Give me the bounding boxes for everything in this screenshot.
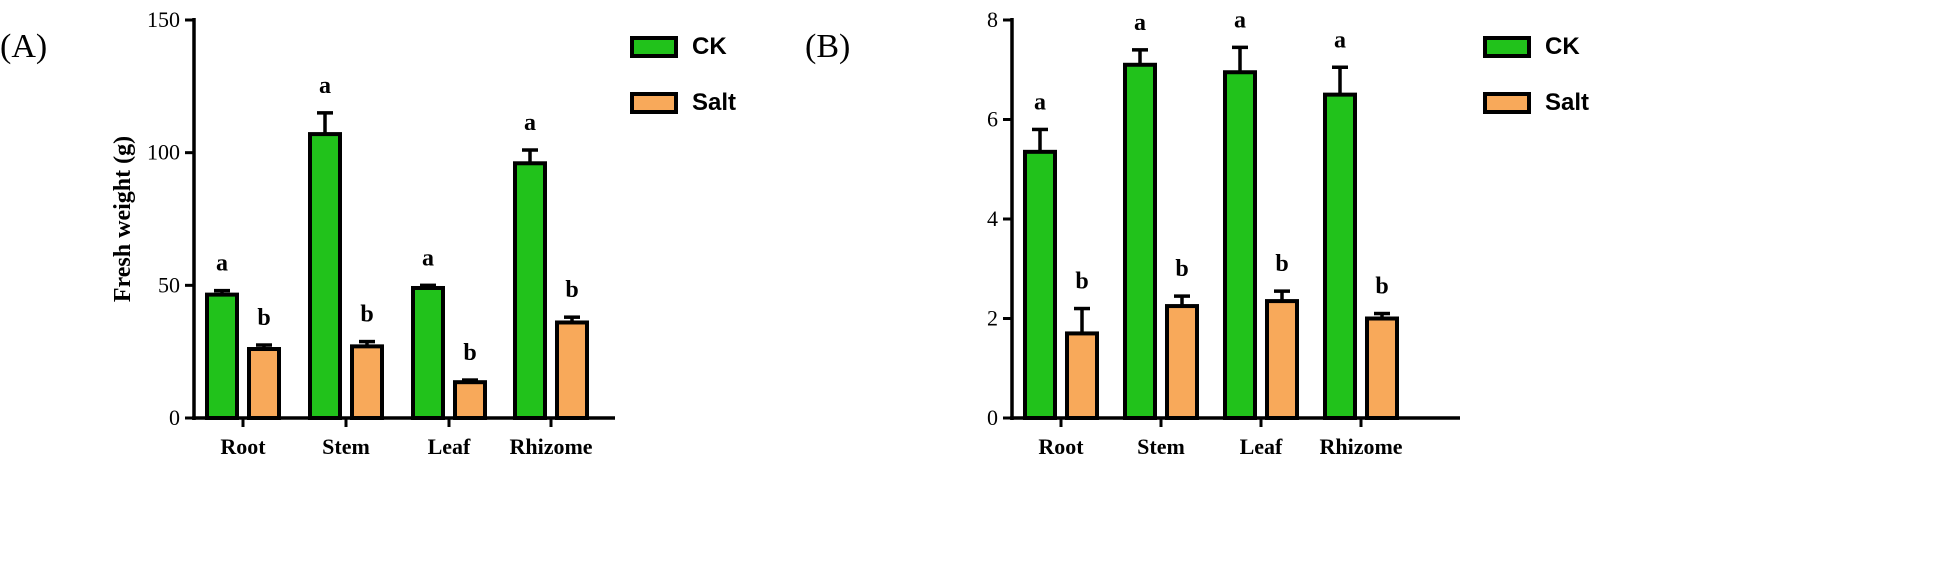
bar-ck-root bbox=[205, 292, 239, 420]
bar-ck-root bbox=[1023, 149, 1057, 420]
panel-label-a: (A) bbox=[0, 28, 48, 65]
bar-salt-root bbox=[1065, 331, 1099, 420]
legend-label-salt: Salt bbox=[692, 89, 737, 116]
significance-letter: a bbox=[1334, 27, 1346, 53]
x-tick-label-rhizome: Rhizome bbox=[509, 434, 592, 459]
significance-letter: a bbox=[1234, 7, 1246, 33]
chart-b-svg: 02468Dry weight (g)RootabStemabLeafabRhi… bbox=[987, 7, 1460, 459]
legend-label-salt: Salt bbox=[1545, 89, 1590, 116]
x-tick-label-stem: Stem bbox=[1137, 434, 1185, 459]
significance-letter: b bbox=[565, 277, 578, 303]
y-tick-label: 2 bbox=[987, 306, 998, 331]
significance-letter: b bbox=[257, 305, 270, 331]
significance-letter: a bbox=[422, 245, 434, 271]
significance-letter: a bbox=[1134, 10, 1146, 36]
bar-salt-stem bbox=[350, 344, 384, 420]
significance-letter: a bbox=[216, 251, 228, 277]
bar-salt-leaf bbox=[453, 380, 487, 420]
significance-letter: b bbox=[1175, 256, 1188, 282]
x-tick-label-stem: Stem bbox=[322, 434, 370, 459]
y-tick-label: 100 bbox=[147, 140, 180, 165]
significance-letter: a bbox=[1034, 89, 1046, 115]
significance-letter: b bbox=[463, 340, 476, 366]
y-tick-label: 6 bbox=[987, 107, 998, 132]
legend-item-ck: CK bbox=[630, 30, 736, 64]
chart-a-svg: 0 50 100 150 Fresh weight (g) Root a b Stem a b Lea… bbox=[110, 7, 615, 459]
bar-salt-root bbox=[247, 347, 281, 420]
bar-salt-rhizome bbox=[555, 320, 589, 421]
y-tick-label: 150 bbox=[147, 7, 180, 32]
legend-a: CK Salt bbox=[630, 30, 736, 142]
significance-letter: b bbox=[360, 302, 373, 328]
bar-ck-leaf bbox=[1223, 70, 1257, 421]
legend-label-ck: CK bbox=[1545, 33, 1580, 60]
x-tick-label-leaf: Leaf bbox=[428, 434, 471, 459]
panel-label-b: (B) bbox=[805, 28, 851, 65]
legend-item-ck: CK bbox=[1483, 30, 1589, 64]
legend-swatch-salt bbox=[630, 92, 678, 114]
x-tick-label-root: Root bbox=[1038, 434, 1084, 459]
bar-ck-rhizome bbox=[1323, 92, 1357, 420]
legend-item-salt: Salt bbox=[630, 86, 736, 120]
significance-letter: a bbox=[524, 110, 536, 136]
y-tick-label: 0 bbox=[987, 405, 998, 430]
y-axis-label: Fresh weight (g) bbox=[110, 136, 136, 302]
bar-ck-leaf bbox=[411, 285, 445, 420]
legend-swatch-ck bbox=[630, 36, 678, 58]
bar-salt-stem bbox=[1165, 304, 1199, 420]
significance-letter: b bbox=[1275, 251, 1288, 277]
legend-b: CK Salt bbox=[1483, 30, 1589, 142]
y-tick-label: 0 bbox=[169, 405, 180, 430]
panel-a: (A) 0 50 100 150 Fresh weight (g) Root a b Stem a… bbox=[0, 0, 974, 576]
panel-b: (B) 02468Dry weight (g)RootabStemabLeafa… bbox=[805, 0, 1949, 576]
bar-ck-stem bbox=[308, 132, 342, 421]
x-tick-label-leaf: Leaf bbox=[1240, 434, 1283, 459]
y-tick-label: 50 bbox=[158, 272, 180, 297]
y-tick-label: 8 bbox=[987, 7, 998, 32]
legend-swatch-salt bbox=[1483, 92, 1531, 114]
significance-letter: b bbox=[1075, 269, 1088, 295]
x-tick-label-rhizome: Rhizome bbox=[1319, 434, 1402, 459]
significance-letter: a bbox=[319, 73, 331, 99]
y-tick-label: 4 bbox=[987, 206, 998, 231]
bar-ck-rhizome bbox=[513, 161, 547, 420]
significance-letter: b bbox=[1375, 274, 1388, 300]
bar-salt-rhizome bbox=[1365, 316, 1399, 420]
legend-label-ck: CK bbox=[692, 33, 727, 60]
x-tick-label-root: Root bbox=[220, 434, 266, 459]
bar-ck-stem bbox=[1123, 62, 1157, 421]
legend-item-salt: Salt bbox=[1483, 86, 1589, 120]
bar-salt-leaf bbox=[1265, 299, 1299, 420]
legend-swatch-ck bbox=[1483, 36, 1531, 58]
